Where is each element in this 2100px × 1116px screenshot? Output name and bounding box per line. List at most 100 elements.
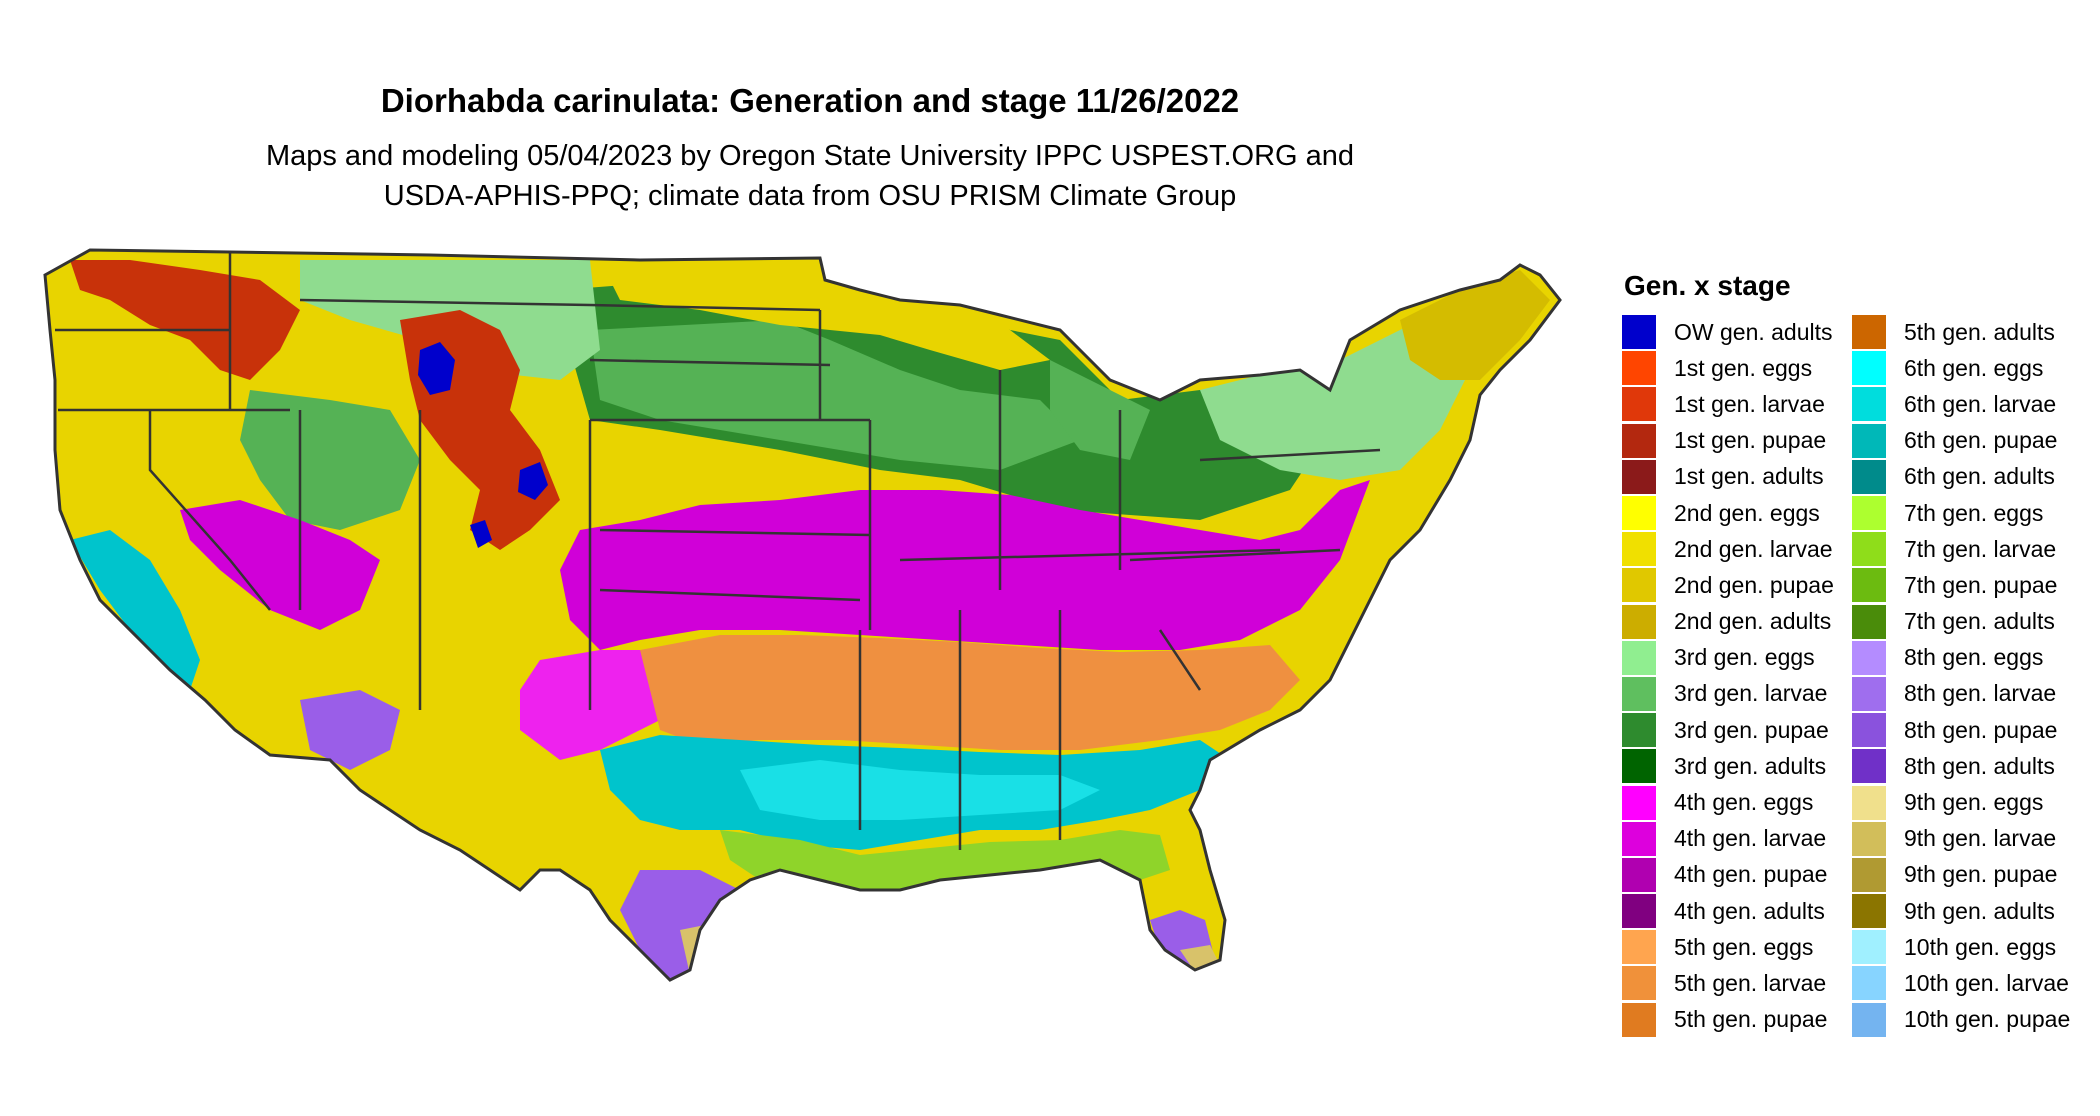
legend-item-8th-gen-adults: 8th gen. adults [1852,748,2100,784]
legend-label: 7th gen. eggs [1904,499,2044,526]
legend-swatch [1852,387,1886,422]
legend-label: 9th gen. eggs [1904,789,2044,816]
subtitle-line-1: Maps and modeling 05/04/2023 by Oregon S… [265,140,1355,172]
legend-label: 10th gen. eggs [1904,933,2057,960]
legend-item-8th-gen-pupae: 8th gen. pupae [1852,712,2100,748]
legend-swatch [1622,930,1656,965]
legend-swatch [1852,676,1886,711]
border-mt-wy [299,298,591,307]
legend-item-8th-gen-eggs: 8th gen. eggs [1852,640,2100,676]
legend-label: 9th gen. larvae [1904,825,2057,852]
region-central-plains-green [590,320,1080,470]
legend-swatch [1622,676,1656,711]
legend-item-5th-gen-eggs: 5th gen. eggs [1622,929,1872,965]
legend-label: 1st gen. eggs [1674,354,1813,381]
legend-label: 3rd gen. pupae [1674,716,1829,743]
legend-item-9th-gen-pupae: 9th gen. pupae [1852,857,2100,893]
legend-label: 2nd gen. eggs [1674,499,1820,526]
legend-swatch [1622,894,1656,929]
legend-item-1st-gen-pupae: 1st gen. pupae [1622,423,1872,459]
legend-label: 5th gen. eggs [1674,933,1814,960]
legend-label: 6th gen. eggs [1904,354,2044,381]
legend-label: 9th gen. adults [1904,897,2055,924]
legend-label: 10th gen. pupae [1904,1006,2071,1033]
border-ok-tx [599,588,861,602]
state-borders [55,252,1381,850]
legend-swatch [1622,315,1656,350]
legend-item-5th-gen-adults: 5th gen. adults [1852,314,2100,350]
legend-label: 5th gen. adults [1904,318,2055,345]
legend-item-ow-gen-adults: OW gen. adults [1622,314,1872,350]
legend-label: 6th gen. pupae [1904,427,2058,454]
legend-swatch [1622,496,1656,531]
legend-label: 2nd gen. adults [1674,608,1832,635]
legend-swatch [1852,821,1886,856]
legend-swatch [1852,351,1886,386]
legend-label: 3rd gen. eggs [1674,644,1815,671]
legend-item-9th-gen-larvae: 9th gen. larvae [1852,821,2100,857]
legend-label: 4th gen. pupae [1674,861,1828,888]
legend-swatch [1852,894,1886,929]
legend-label: 5th gen. larvae [1674,969,1827,996]
border-nc-va [1129,548,1341,562]
legend-swatch [1852,857,1886,892]
legend-item-6th-gen-larvae: 6th gen. larvae [1852,386,2100,422]
legend-item-10th-gen-eggs: 10th gen. eggs [1852,929,2100,965]
legend-item-8th-gen-larvae: 8th gen. larvae [1852,676,2100,712]
legend-item-5th-gen-larvae: 5th gen. larvae [1622,965,1872,1001]
legend-swatch [1622,640,1656,675]
legend-item-1st-gen-eggs: 1st gen. eggs [1622,350,1872,386]
legend-item-6th-gen-pupae: 6th gen. pupae [1852,423,2100,459]
legend-item-3rd-gen-adults: 3rd gen. adults [1622,748,1872,784]
legend-label: 3rd gen. adults [1674,752,1827,779]
legend-label: 5th gen. pupae [1674,1006,1828,1033]
legend-swatch [1852,532,1886,567]
legend-item-7th-gen-larvae: 7th gen. larvae [1852,531,2100,567]
border-tn-ky [899,548,1281,562]
legend-label: 7th gen. adults [1904,608,2055,635]
legend-item-7th-gen-adults: 7th gen. adults [1852,604,2100,640]
legend-swatch [1622,785,1656,820]
region-southern-orange [640,635,1300,750]
legend-item-4th-gen-eggs: 4th gen. eggs [1622,784,1872,820]
region-ow-adults-3 [470,520,492,548]
legend-item-6th-gen-eggs: 6th gen. eggs [1852,350,2100,386]
legend-swatch [1622,749,1656,784]
legend-label: 2nd gen. larvae [1674,535,1833,562]
legend-label: OW gen. adults [1674,318,1833,345]
region-ow-adults-1 [418,342,455,395]
legend-swatch [1622,713,1656,748]
legend-swatch [1852,568,1886,603]
legend-swatch [1852,930,1886,965]
legend-label: 1st gen. larvae [1674,390,1825,417]
legend-item-2nd-gen-pupae: 2nd gen. pupae [1622,567,1872,603]
legend-item-2nd-gen-adults: 2nd gen. adults [1622,604,1872,640]
legend-swatch [1852,713,1886,748]
border-ny-pa [1199,448,1381,462]
region-northern-yellow [600,260,1050,370]
border-sd-ne [589,358,831,367]
legend-column-1: OW gen. adults 1st gen. eggs 1st gen. larv… [1622,314,1872,1038]
legend-item-9th-gen-adults: 9th gen. adults [1852,893,2100,929]
region-layer [45,250,1560,980]
legend-label: 1st gen. adults [1674,463,1824,490]
legend-item-9th-gen-eggs: 9th gen. eggs [1852,784,2100,820]
legend-title: Gen. x stage [1624,270,1791,301]
legend-swatch [1852,640,1886,675]
legend-swatch [1852,496,1886,531]
legend-label: 9th gen. pupae [1904,861,2058,888]
legend-swatch [1852,604,1886,639]
subtitle-line-2: USDA-APHIS-PPQ; climate data from OSU PR… [383,180,1237,212]
legend-swatch [1622,387,1656,422]
region-new-england-yellow [1400,270,1550,380]
region-gulf-coast-lime [720,830,1170,895]
legend-swatch [1622,459,1656,494]
legend-item-10th-gen-pupae: 10th gen. pupae [1852,1002,2100,1038]
legend-label: 4th gen. larvae [1674,825,1827,852]
legend-label: 8th gen. pupae [1904,716,2058,743]
legend-swatch [1852,315,1886,350]
legend-swatch [1622,532,1656,567]
legend-item-4th-gen-adults: 4th gen. adults [1622,893,1872,929]
legend-swatch [1852,785,1886,820]
legend-item-7th-gen-pupae: 7th gen. pupae [1852,567,2100,603]
